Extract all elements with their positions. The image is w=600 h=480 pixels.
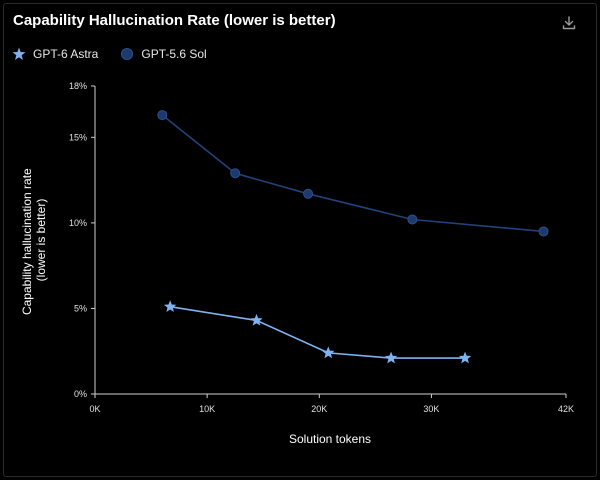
y-axis-label-line1: Capability hallucination rate	[20, 168, 34, 315]
legend-item-astra[interactable]: GPT-6 Astra	[12, 47, 98, 61]
y-axis-label-line2: (lower is better)	[34, 199, 48, 282]
x-tick-label: 0K	[89, 404, 100, 414]
y-tick-label: 0%	[74, 389, 87, 399]
x-tick-label: 42K	[558, 404, 574, 414]
x-tick-label: 20K	[311, 404, 327, 414]
data-point-gpt-5-6-sol	[303, 188, 314, 199]
legend-label-sol: GPT-5.6 Sol	[141, 47, 207, 61]
y-tick-label: 15%	[69, 132, 87, 142]
data-point-gpt-6-astra	[163, 300, 177, 312]
x-axis-label: Solution tokens	[289, 432, 371, 446]
y-tick-label: 18%	[69, 81, 87, 91]
download-button[interactable]	[557, 12, 581, 34]
circle-icon	[121, 48, 134, 60]
legend-item-sol[interactable]: GPT-5.6 Sol	[120, 47, 207, 61]
data-point-gpt-6-astra	[250, 313, 263, 326]
legend-label-astra: GPT-6 Astra	[33, 47, 99, 61]
data-point-gpt-6-astra	[458, 351, 472, 364]
series-line-gpt-5-6-sol	[161, 114, 544, 233]
x-tick-label: 30K	[423, 404, 439, 414]
data-point-gpt-6-astra	[322, 346, 335, 359]
y-tick-label: 10%	[69, 218, 87, 228]
x-tick-label: 10K	[199, 404, 215, 414]
x-ticks: 0K 10K 20K 30K 42K	[89, 394, 574, 414]
y-ticks: 0% 5% 10% 15% 18%	[69, 81, 95, 399]
download-icon	[562, 16, 576, 30]
series-line-gpt-6-astra	[169, 305, 466, 359]
y-axis-label: Capability hallucination rate (lower is …	[20, 165, 48, 315]
series-layer	[157, 110, 549, 364]
data-point-gpt-5-6-sol	[230, 168, 241, 179]
data-point-gpt-5-6-sol	[407, 214, 418, 225]
data-point-gpt-6-astra	[384, 351, 398, 364]
data-point-gpt-5-6-sol	[157, 110, 168, 121]
legend: GPT-6 Astra GPT-5.6 Sol	[12, 47, 229, 61]
chart-title: Capability Hallucination Rate (lower is …	[13, 12, 336, 29]
y-tick-label: 5%	[74, 303, 87, 313]
data-point-gpt-5-6-sol	[538, 226, 549, 237]
star-icon	[12, 47, 26, 60]
chart-panel	[3, 3, 597, 477]
